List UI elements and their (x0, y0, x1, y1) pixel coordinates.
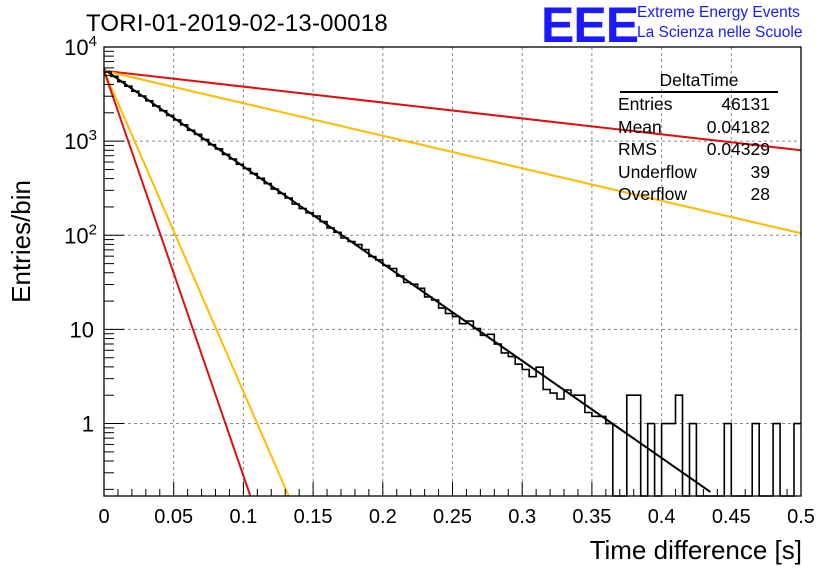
stats-row-overflow: Overflow 28 (612, 183, 778, 206)
histogram (104, 71, 801, 497)
eee-logo: EEE (541, 0, 639, 53)
stats-value: 39 (750, 161, 770, 182)
histogram-outline (104, 71, 801, 497)
y-tick-label: 102 (64, 221, 97, 248)
fit-curve (103, 70, 290, 497)
stats-row-underflow: Underflow 39 (612, 161, 778, 184)
x-tick-label: 0.15 (294, 506, 333, 528)
stats-title: DeltaTime (620, 70, 778, 93)
axis-ticks: 0 0.05 0.1 0.15 0.2 0.25 0.3 0.35 0.4 0.45 0.5 1 10 1… (64, 33, 815, 528)
stats-value: 28 (750, 184, 770, 204)
y-tick-label: 10 (70, 317, 94, 342)
x-tick-label: 0.5 (787, 506, 815, 528)
y-tick-label: 1 (82, 412, 94, 437)
stats-label: Mean (618, 116, 662, 137)
stats-label: Entries (618, 94, 673, 114)
grid-lines (104, 47, 801, 496)
stats-value: 0.04182 (706, 116, 770, 137)
x-tick-label: 0.45 (712, 506, 751, 528)
stats-label: Overflow (618, 184, 688, 204)
fit-curve (103, 69, 802, 235)
stats-label: RMS (618, 139, 657, 159)
x-tick-label: 0.35 (572, 506, 611, 528)
stats-label: Underflow (618, 161, 697, 182)
x-tick-label: 0.25 (433, 506, 472, 528)
run-title: TORI-01-2019-02-13-00018 (86, 10, 388, 37)
stats-row-rms: RMS 0.04329 (612, 138, 778, 161)
fit-curve (103, 69, 802, 152)
x-tick-label: 0 (98, 506, 109, 528)
stats-row-entries: Entries 46131 (612, 93, 778, 116)
x-tick-label: 0.4 (648, 506, 676, 528)
x-tick-label: 0.05 (154, 506, 193, 528)
x-tick-label: 0.1 (229, 506, 257, 528)
stats-value: 0.04329 (706, 139, 770, 159)
brand-line-1: Extreme Energy Events (637, 4, 800, 21)
y-tick-label: 103 (64, 127, 97, 154)
brand-line-2: La Scienza nelle Scuole (637, 24, 803, 41)
brand-text: Extreme Energy Events La Scienza nelle S… (637, 3, 802, 43)
stats-value: 46131 (721, 94, 770, 114)
x-axis-label: Time difference [s] (589, 535, 802, 565)
y-tick-label: 104 (64, 33, 97, 60)
fit-curve (103, 70, 252, 497)
x-tick-label: 0.2 (369, 506, 397, 528)
x-tick-label: 0.3 (508, 506, 536, 528)
stats-box: DeltaTime Entries 46131 Mean 0.04182 RMS… (612, 70, 778, 206)
y-axis-label: Entries/bin (6, 180, 36, 303)
stats-row-mean: Mean 0.04182 (612, 116, 778, 139)
